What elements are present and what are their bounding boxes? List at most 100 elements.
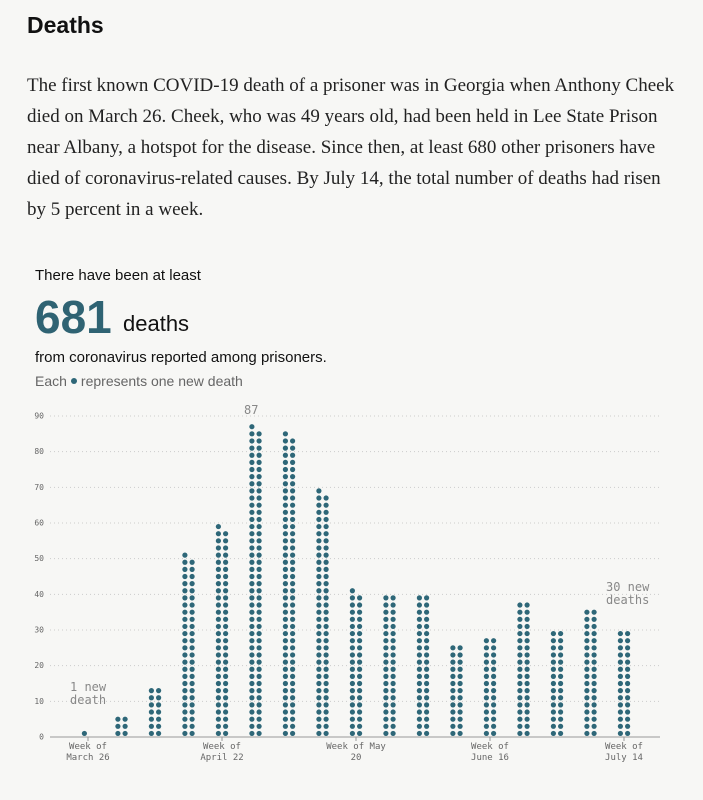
death-dot — [223, 531, 229, 537]
death-dot — [215, 638, 221, 644]
death-dot — [282, 566, 288, 572]
death-dot — [215, 680, 221, 687]
death-dot — [316, 552, 322, 558]
death-dot — [491, 673, 497, 679]
death-dot — [625, 702, 631, 708]
death-dot — [617, 630, 624, 637]
death-dot — [424, 595, 430, 601]
death-dot — [189, 602, 195, 608]
death-dot — [316, 638, 322, 644]
death-dot — [215, 673, 221, 679]
death-dot — [625, 630, 631, 637]
death-dot — [249, 502, 255, 508]
death-dot — [524, 602, 530, 608]
week-dots — [349, 588, 363, 737]
death-dot — [357, 709, 363, 715]
death-dot — [290, 481, 296, 487]
death-dot — [290, 531, 296, 537]
death-dot — [182, 573, 188, 580]
death-dot — [517, 666, 523, 672]
death-dot — [591, 695, 597, 701]
death-dot — [357, 659, 363, 665]
death-dot — [290, 630, 296, 637]
death-dot — [256, 652, 262, 658]
death-dot — [290, 680, 296, 687]
death-dot — [148, 709, 154, 715]
death-dot — [256, 630, 262, 637]
death-dot — [256, 559, 262, 565]
death-dot — [316, 595, 322, 601]
death-dot — [584, 609, 590, 615]
death-dot — [517, 695, 523, 701]
death-dot — [122, 723, 128, 729]
death-dot — [316, 581, 322, 587]
death-dot — [290, 602, 296, 608]
death-dot — [223, 673, 229, 679]
death-dot — [349, 623, 355, 630]
death-dot — [550, 652, 557, 658]
death-dot — [249, 695, 255, 701]
death-dot — [390, 688, 396, 694]
y-tick-label: 80 — [34, 447, 44, 456]
death-dot — [249, 474, 255, 480]
death-dot — [390, 652, 396, 658]
death-dot — [491, 666, 497, 672]
death-dot — [249, 573, 255, 580]
death-dot — [282, 573, 288, 580]
death-dot — [223, 638, 229, 644]
death-dot — [282, 438, 288, 444]
death-dot — [290, 459, 296, 465]
death-dot — [223, 595, 229, 601]
death-dot — [182, 666, 188, 672]
death-dot — [390, 716, 396, 722]
death-dot — [584, 702, 590, 708]
death-dot — [249, 588, 255, 594]
death-dot — [550, 695, 557, 701]
death-dot — [457, 652, 463, 658]
death-dot — [416, 623, 422, 630]
death-dot — [349, 666, 355, 672]
death-dot — [256, 452, 262, 458]
death-dot — [290, 509, 296, 515]
death-dot — [517, 645, 523, 651]
death-dot — [256, 552, 262, 558]
death-dot — [223, 716, 229, 722]
death-dot — [517, 638, 523, 644]
week-dots — [215, 523, 229, 737]
death-dot — [290, 552, 296, 558]
death-dot — [383, 709, 389, 715]
death-dot — [591, 723, 597, 729]
death-dot — [617, 716, 624, 722]
death-dot — [416, 716, 422, 722]
y-tick-label: 0 — [39, 733, 44, 742]
death-dot — [282, 495, 288, 501]
death-dot — [524, 723, 530, 729]
death-dot — [517, 623, 523, 630]
death-dot — [215, 723, 221, 729]
death-dot — [290, 523, 296, 530]
death-dot — [290, 623, 296, 630]
death-dot — [256, 673, 262, 679]
death-dot — [182, 602, 188, 608]
death-dot — [584, 688, 590, 694]
death-dot — [189, 709, 195, 715]
death-dot — [249, 424, 255, 430]
death-dot — [323, 623, 329, 630]
death-dot — [450, 716, 456, 722]
death-dot — [524, 730, 530, 737]
death-dot — [558, 716, 564, 722]
death-dot — [383, 666, 389, 672]
death-dot — [617, 680, 624, 687]
death-dot — [316, 495, 322, 501]
death-dot — [390, 616, 396, 622]
death-dot — [524, 673, 530, 679]
death-dot — [625, 695, 631, 701]
death-dot — [182, 659, 188, 665]
death-dot — [148, 730, 154, 737]
death-dot — [249, 616, 255, 622]
death-dot — [349, 595, 355, 601]
death-dot — [424, 730, 430, 737]
death-dot — [357, 638, 363, 644]
death-dot — [282, 730, 288, 737]
